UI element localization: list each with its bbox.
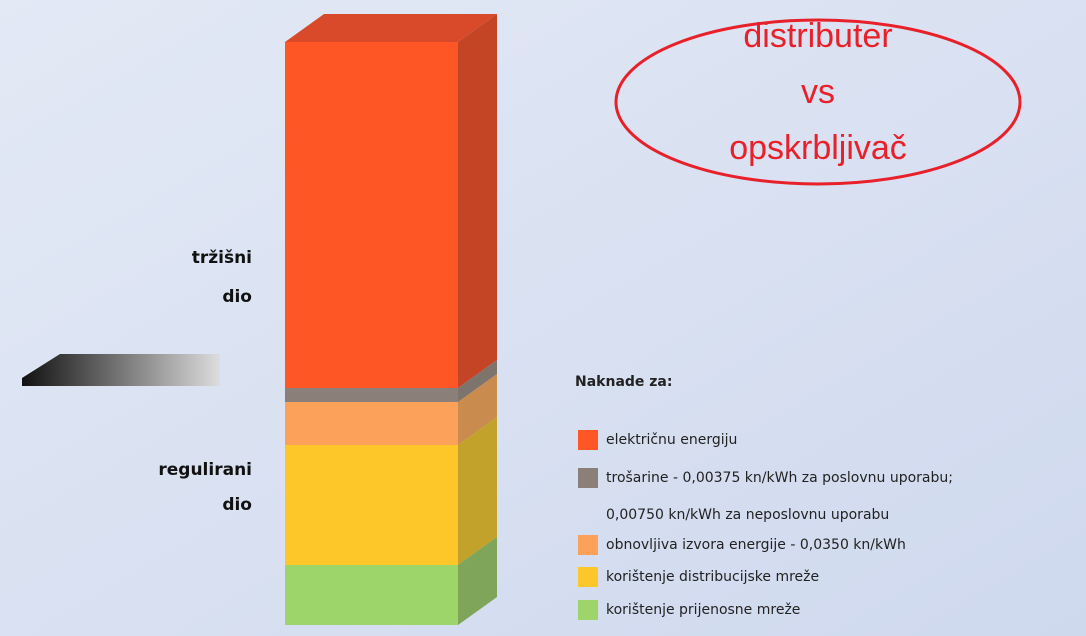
legend-item: trošarine - 0,00375 kn/kWh za poslovnu u… bbox=[606, 470, 953, 486]
divider-arrow bbox=[22, 354, 220, 386]
side-transmission bbox=[458, 537, 497, 625]
segment-distribution bbox=[285, 445, 458, 565]
side-distribution bbox=[458, 417, 497, 565]
bar-label: dio bbox=[222, 495, 252, 515]
legend-swatch bbox=[578, 567, 598, 587]
legend-item: korištenje distribucijske mreže bbox=[606, 569, 819, 585]
bar-top bbox=[285, 14, 497, 42]
segment-transmission bbox=[285, 565, 458, 625]
side-renewable bbox=[458, 374, 497, 445]
bar-label: regulirani bbox=[158, 460, 252, 480]
segment-energy bbox=[285, 42, 458, 388]
legend-item: električnu energiju bbox=[606, 432, 737, 448]
legend-swatch bbox=[578, 430, 598, 450]
legend-swatch bbox=[578, 535, 598, 555]
bar-label: tržišni bbox=[192, 248, 252, 268]
callout-text: vs bbox=[801, 73, 835, 111]
legend-swatch bbox=[578, 468, 598, 488]
segment-excise bbox=[285, 388, 458, 402]
segment-renewable bbox=[285, 402, 458, 445]
bar-label: dio bbox=[222, 287, 252, 307]
legend-item: korištenje prijenosne mreže bbox=[606, 602, 800, 618]
side-excise bbox=[458, 360, 497, 402]
side-energy bbox=[458, 14, 497, 388]
stacked-bar bbox=[285, 14, 497, 625]
callout-text: opskrbljivač bbox=[729, 129, 907, 167]
callout-text: distributer bbox=[743, 17, 892, 55]
legend-title: Naknade za: bbox=[575, 374, 672, 390]
callout-ellipse bbox=[614, 18, 1022, 186]
legend-item: obnovljiva izvora energije - 0,0350 kn/k… bbox=[606, 537, 906, 553]
legend-item: 0,00750 kn/kWh za neposlovnu uporabu bbox=[606, 507, 889, 523]
legend-swatch bbox=[578, 600, 598, 620]
